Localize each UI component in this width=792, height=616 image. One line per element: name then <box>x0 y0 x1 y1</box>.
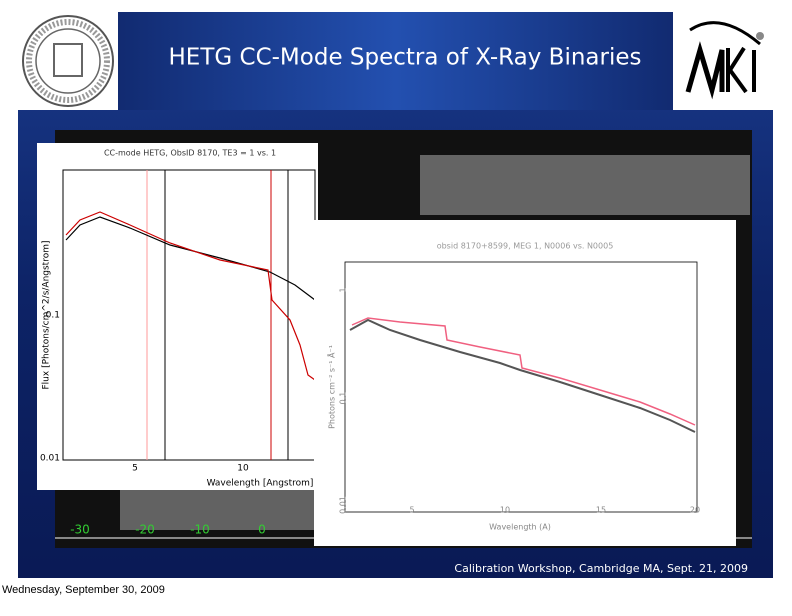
plot-title: CC-mode HETG, ObsID 8170, TE3 = 1 vs. 1 <box>104 149 276 158</box>
plot-title: obsid 8170+8599, MEG 1, N0006 vs. N0005 <box>437 242 614 251</box>
y-tick-label: 1 <box>339 287 348 292</box>
y-tick-label: 0.01 <box>40 454 60 464</box>
x-tick-label: 10 <box>237 464 249 474</box>
y-tick-label: 0.1 <box>339 392 348 405</box>
x-tick-label: 20 <box>690 506 700 515</box>
x-tick-label: -20 <box>135 523 155 537</box>
x-tick-label: -10 <box>190 523 210 537</box>
y-tick-label: 0.1 <box>46 311 60 321</box>
x-tick-label: 10 <box>500 506 510 515</box>
y-axis-label: Photons cm⁻² s⁻¹ Å⁻¹ <box>326 345 337 429</box>
title-bar <box>18 12 773 110</box>
x-tick-label: 0 <box>258 523 266 537</box>
slide-title: HETG CC-Mode Spectra of X-Ray Binaries <box>169 45 642 71</box>
mki-logo <box>673 12 773 110</box>
slide-footer: Calibration Workshop, Cambridge MA, Sept… <box>454 562 748 575</box>
x-tick-label: 5 <box>132 464 138 474</box>
x-axis-label: Wavelength [Angstrom] <box>207 479 314 489</box>
x-axis-label: Wavelength (A) <box>489 523 551 532</box>
page-date: Wednesday, September 30, 2009 <box>2 584 165 596</box>
y-tick-label: 0.01 <box>339 496 348 514</box>
x-tick-label: 15 <box>596 506 606 515</box>
x-tick-label: -30 <box>70 523 90 537</box>
x-tick-label: 5 <box>409 506 414 515</box>
mit-seal <box>18 12 118 110</box>
y-axis-label: Flux [Photons/cm^2/s/Angstrom] <box>42 241 52 390</box>
left-plot: CC-mode HETG, ObsID 8170, TE3 = 1 vs. 1 … <box>37 143 318 490</box>
right-plot: obsid 8170+8599, MEG 1, N0006 vs. N0005 … <box>314 220 736 546</box>
